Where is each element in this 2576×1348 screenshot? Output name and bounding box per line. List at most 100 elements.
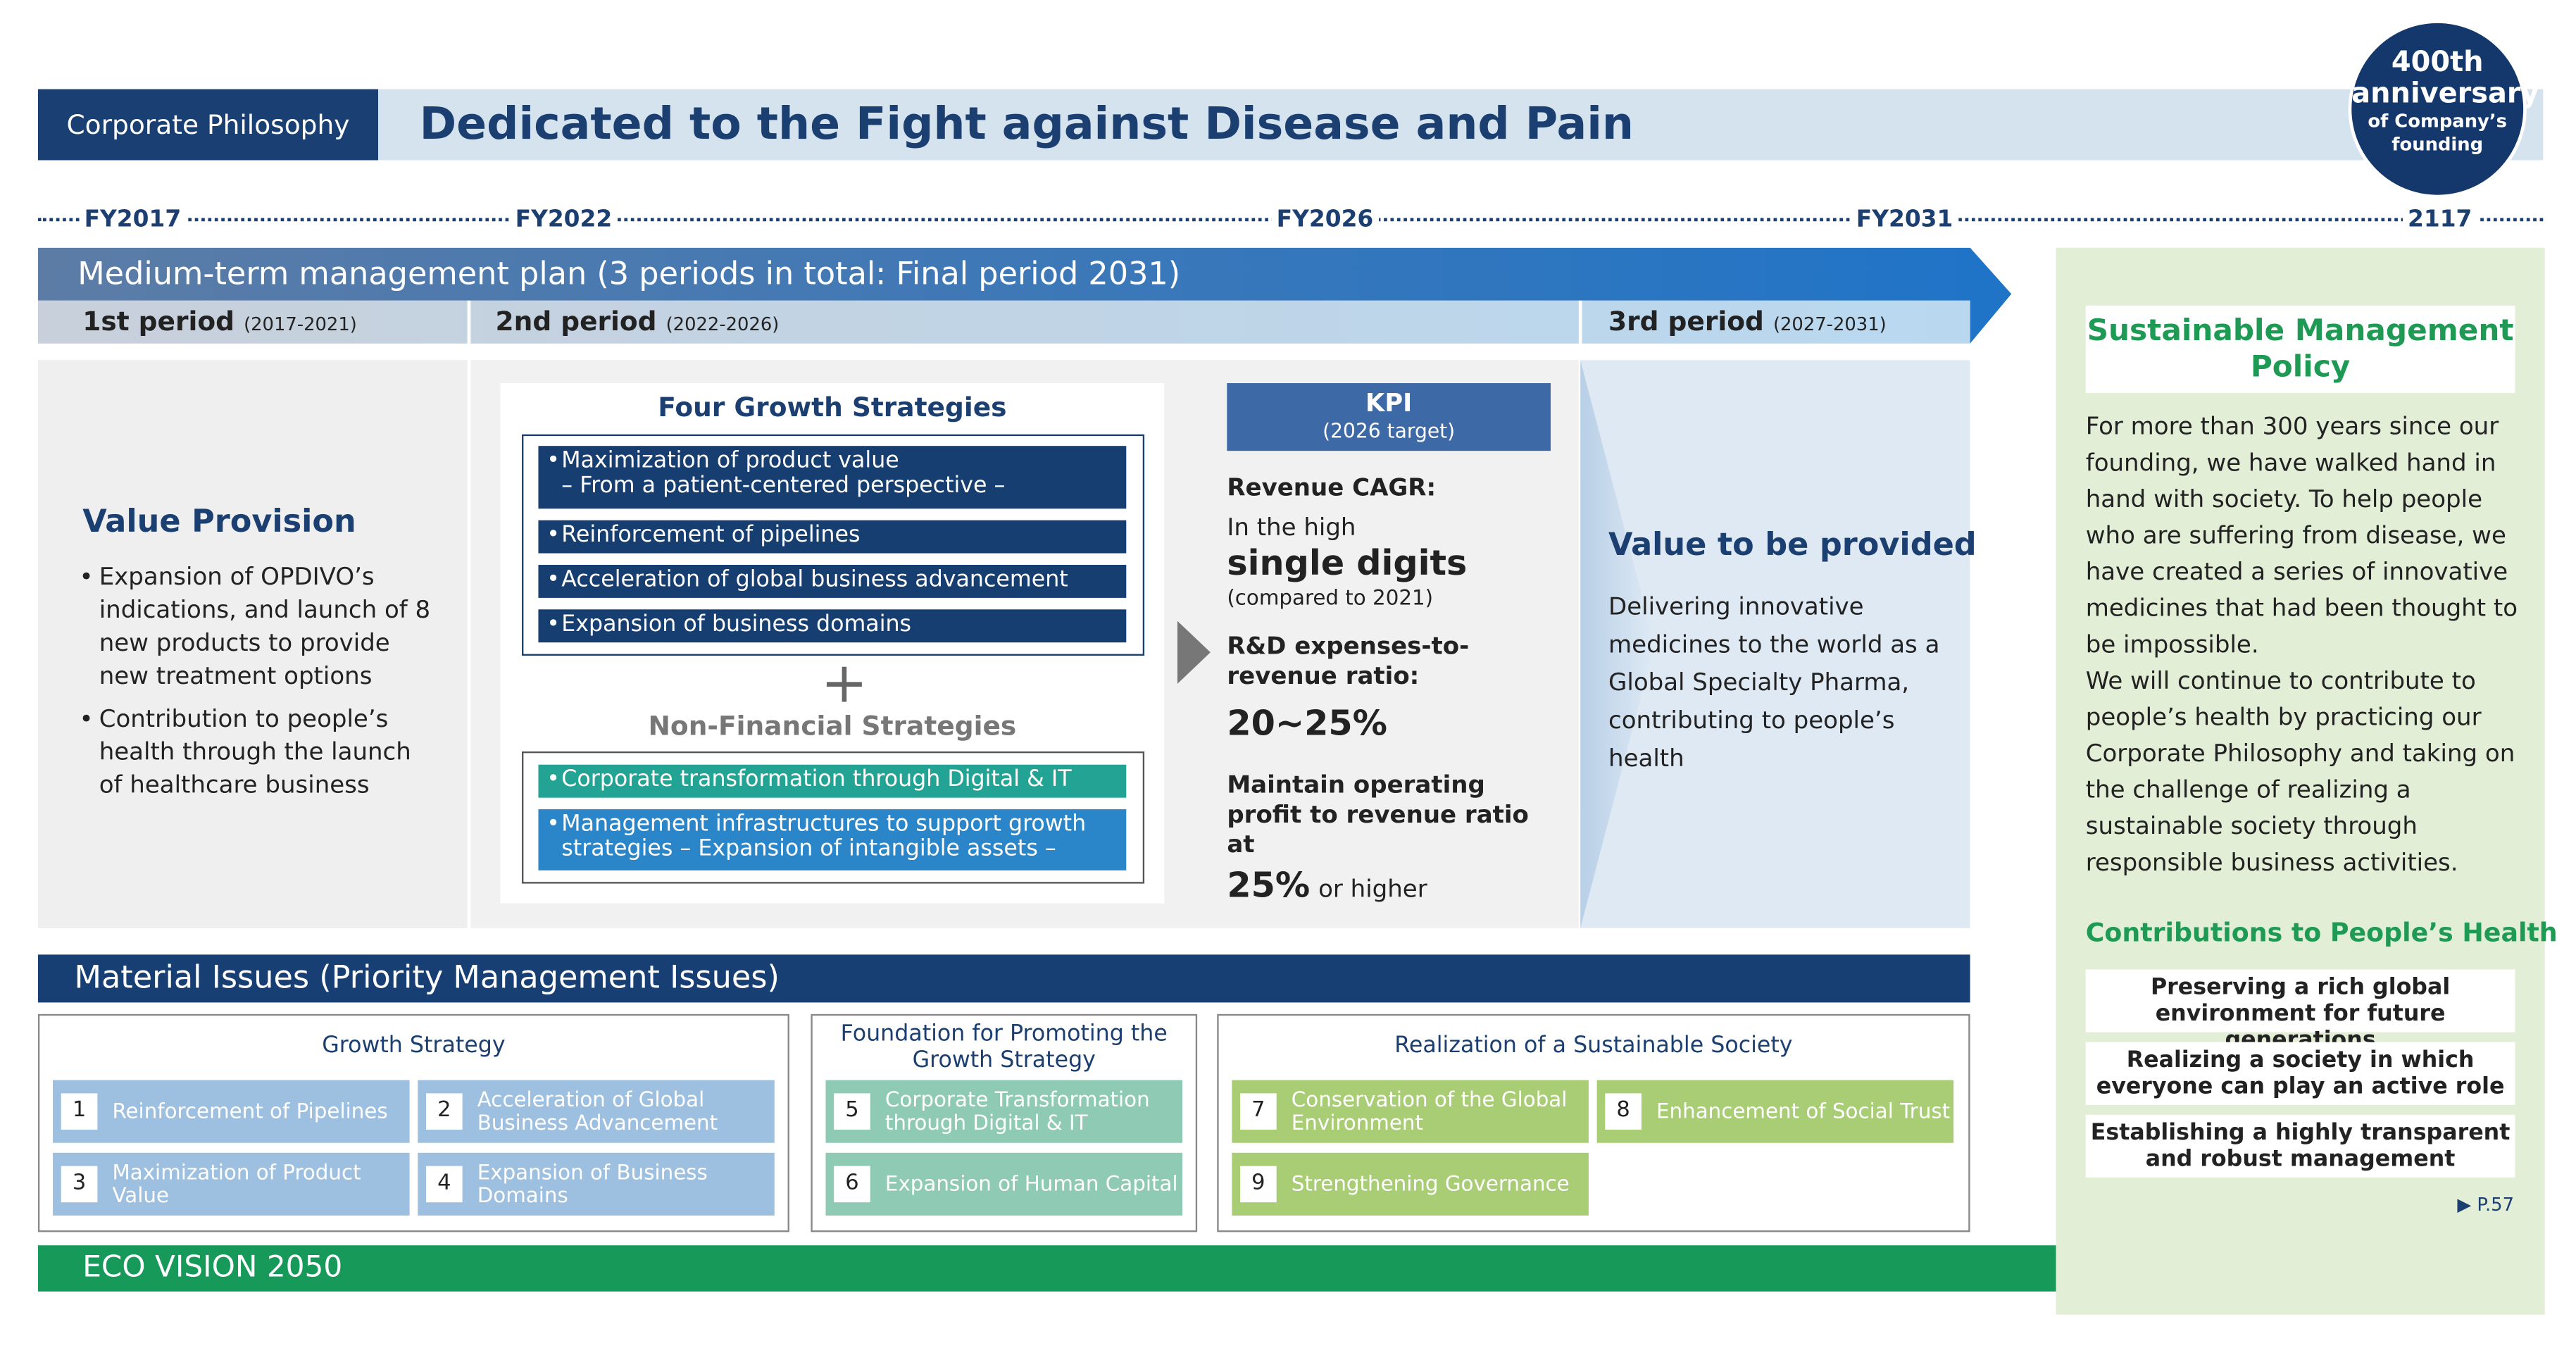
period: 2nd period (2022-2026) xyxy=(496,306,780,342)
issue-number: 8 xyxy=(1605,1093,1642,1130)
panel xyxy=(37,360,468,928)
issue-number: 5 xyxy=(834,1093,870,1130)
group-box xyxy=(37,1013,789,1232)
kpi-text: Revenue CAGR: xyxy=(1227,475,1437,502)
issue-item: 1 Reinforcement of Pipelines xyxy=(53,1080,410,1143)
kpi-header: KPI (2026 target) xyxy=(1227,383,1551,451)
plus-icon: + xyxy=(820,650,868,717)
growth-frame xyxy=(522,434,1145,656)
period-name: 1st period xyxy=(82,305,235,337)
period: 1st period (2017-2021) xyxy=(82,306,357,342)
value-panel xyxy=(1580,360,1970,928)
kpi-note: (compared to 2021) xyxy=(1227,585,1434,610)
section-title: Value Provision xyxy=(82,504,356,540)
kpi-text: Maintain operating profit to revenue rat… xyxy=(1227,773,1529,859)
timeline-label: FY2017 xyxy=(79,206,187,233)
period-name: 3rd period xyxy=(1608,305,1764,337)
plan-title: Medium-term management plan (3 periods i… xyxy=(77,256,1181,293)
growth-item: Reinforcement of pipelines xyxy=(538,520,1127,554)
anniversary-badge: 400th anniversary of Company’s founding xyxy=(2348,20,2539,199)
issue-item: 3 Maximization of Product Value xyxy=(53,1152,410,1216)
non-financial-frame xyxy=(522,751,1145,884)
issue-item: 5 Corporate Transformation through Digita… xyxy=(825,1080,1183,1143)
badge-text: anniversary xyxy=(2351,77,2539,111)
growth-title: Four Growth Strategies xyxy=(658,391,1007,423)
bullet-text: Expansion of OPDIVO’s indications, and l… xyxy=(99,564,431,691)
kpi-value: 25% xyxy=(1227,865,1311,906)
contrib-item: Preserving a rich global environment for… xyxy=(2085,969,2515,1054)
issue-label: Maximization of Product Value xyxy=(112,1159,361,1208)
issue-label: Expansion of Human Capital xyxy=(884,1171,1178,1196)
kpi-title: KPI xyxy=(1365,388,1413,418)
issue-item: 6 Expansion of Human Capital xyxy=(825,1152,1183,1216)
header-title: Dedicated to the Fight against Disease a… xyxy=(419,99,1634,151)
issue-item: 7 Conservation of the Global Environment xyxy=(1232,1080,1589,1143)
timeline-label: FY2026 xyxy=(1271,206,1379,233)
header-band xyxy=(37,89,2544,161)
kpi-text: or higher xyxy=(1318,877,1427,904)
group-box xyxy=(1217,1013,1970,1232)
issue-item: 8 Enhancement of Social Trust xyxy=(1596,1080,1954,1143)
growth-item: Maximization of product value– From a pa… xyxy=(538,446,1127,509)
issue-label: Conservation of the Global Environment xyxy=(1291,1087,1568,1135)
sustainable-title: Sustainable Management Policy xyxy=(2085,305,2515,394)
issue-item: 4 Expansion of Business Domains xyxy=(418,1152,775,1216)
item-text: Maximization of product value xyxy=(561,447,899,475)
arrow-icon xyxy=(1177,620,1211,684)
timeline-label: 2117 xyxy=(2402,206,2477,233)
timeline-label: FY2031 xyxy=(1851,206,1958,233)
period: 3rd period (2027-2031) xyxy=(1608,306,1887,342)
paragraph: For more than 300 years since our foundi… xyxy=(2085,414,2518,659)
kpi-text: R&D expenses-to-revenue ratio: xyxy=(1227,634,1470,691)
non-financial-title: Non-Financial Strategies xyxy=(648,710,1017,742)
bullet-text: Contribution to people’s health through … xyxy=(99,706,411,799)
issue-label: Acceleration of Global Business Advancem… xyxy=(477,1087,718,1135)
issue-number: 6 xyxy=(834,1166,870,1203)
issue-number: 4 xyxy=(426,1166,463,1203)
issue-label: Expansion of Business Domains xyxy=(477,1159,708,1208)
kpi-body: Revenue CAGR: In the high single digits … xyxy=(1227,474,1557,905)
issue-label: Corporate Transformation through Digital… xyxy=(884,1087,1150,1135)
bullet: • Contribution to people’s health through… xyxy=(79,706,411,799)
item-text: – From a patient-centered perspective – xyxy=(561,472,1006,499)
kpi-text: In the high xyxy=(1227,515,1356,542)
group-title: Growth Strategy xyxy=(322,1032,506,1059)
plan-arrow xyxy=(37,247,2012,344)
non-financial-item: Corporate transformation through Digital… xyxy=(538,764,1127,798)
badge-text: founding xyxy=(2391,133,2484,156)
eco-title: ECO VISION 2050 xyxy=(82,1250,343,1285)
period-years: (2022-2026) xyxy=(665,313,780,336)
issue-item: 9 Strengthening Governance xyxy=(1232,1152,1589,1216)
issue-number: 3 xyxy=(61,1166,98,1203)
kpi-value: 20~25% xyxy=(1227,703,1388,744)
issue-number: 7 xyxy=(1240,1093,1277,1130)
sustainable-text: For more than 300 years since our foundi… xyxy=(2086,410,2523,882)
issue-label: Reinforcement of Pipelines xyxy=(112,1098,388,1123)
badge-text: 400th xyxy=(2391,46,2484,80)
growth-item: Acceleration of global business advancem… xyxy=(538,564,1127,598)
issue-item: 2 Acceleration of Global Business Advance… xyxy=(418,1080,775,1143)
header-label: Corporate Philosophy xyxy=(37,89,379,161)
group-title: Foundation for Promoting the Growth Stra… xyxy=(840,1021,1168,1074)
issue-number: 1 xyxy=(61,1093,98,1130)
issue-number: 2 xyxy=(426,1093,463,1130)
section-title: Value to be provided xyxy=(1608,527,1977,563)
period-name: 2nd period xyxy=(495,305,657,337)
issue-label: Strengthening Governance xyxy=(1291,1171,1570,1196)
growth-item: Expansion of business domains xyxy=(538,609,1127,643)
contrib-title: Contributions to People’s Health xyxy=(2085,918,2558,949)
material-title: Material Issues (Priority Management Iss… xyxy=(37,954,1970,1003)
eco-arrow xyxy=(37,1245,2545,1292)
period-years: (2027-2031) xyxy=(1772,313,1887,336)
issue-number: 9 xyxy=(1240,1166,1277,1203)
paragraph: We will continue to contribute to people… xyxy=(2085,668,2515,878)
badge-text: of Company’s xyxy=(2368,111,2508,132)
contrib-item: Realizing a society in which everyone ca… xyxy=(2085,1042,2515,1105)
section-text: Delivering innovative medicines to the w… xyxy=(1608,594,1940,773)
non-financial-item: Management infrastructures to support gr… xyxy=(538,809,1127,870)
page-ref: ▶ P.57 xyxy=(2457,1194,2515,1216)
kpi-subtitle: (2026 target) xyxy=(1323,419,1456,443)
period-years: (2017-2021) xyxy=(244,313,357,336)
